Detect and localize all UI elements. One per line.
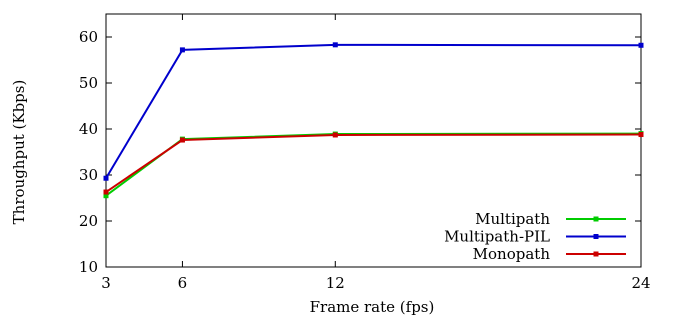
y-tick-label: 50	[79, 74, 98, 92]
series-monopath	[103, 132, 644, 195]
legend-marker-multipath-pil	[593, 234, 599, 239]
data-point-monopath	[103, 189, 109, 195]
series-lines	[103, 42, 644, 199]
data-point-multipath-pil	[332, 42, 338, 48]
x-axis-title: Frame rate (fps)	[310, 298, 435, 316]
data-point-multipath	[103, 193, 109, 199]
legend-label-monopath: Monopath	[473, 245, 551, 263]
y-tick-label: 10	[79, 258, 98, 276]
x-tick-label: 12	[326, 274, 345, 292]
data-point-monopath	[332, 132, 338, 138]
legend-label-multipath-pil: Multipath-PIL	[444, 228, 550, 246]
series-multipath-pil	[103, 42, 644, 181]
legend-label-multipath: Multipath	[475, 210, 550, 228]
plot-frame	[105, 13, 642, 268]
series-line-multipath-pil	[105, 43, 642, 179]
data-point-multipath-pil	[103, 175, 109, 181]
y-tick-label: 30	[79, 166, 98, 184]
legend-marker-monopath	[593, 251, 599, 257]
series-line-multipath	[105, 132, 642, 197]
data-point-monopath	[638, 132, 644, 138]
y-tick-label: 60	[79, 28, 98, 46]
y-tick-label: 20	[79, 212, 98, 230]
data-point-multipath-pil	[179, 47, 185, 53]
legend-marker-multipath	[593, 216, 599, 222]
y-axis-title: Throughput (Kbps)	[10, 80, 28, 225]
data-point-multipath-pil	[638, 42, 644, 48]
x-tick-label: 3	[101, 274, 111, 292]
series-line-monopath	[105, 133, 642, 193]
data-point-monopath	[179, 137, 185, 143]
x-tick-label: 6	[178, 274, 188, 292]
x-tick-label: 24	[631, 274, 650, 292]
y-tick-label: 40	[79, 120, 98, 138]
